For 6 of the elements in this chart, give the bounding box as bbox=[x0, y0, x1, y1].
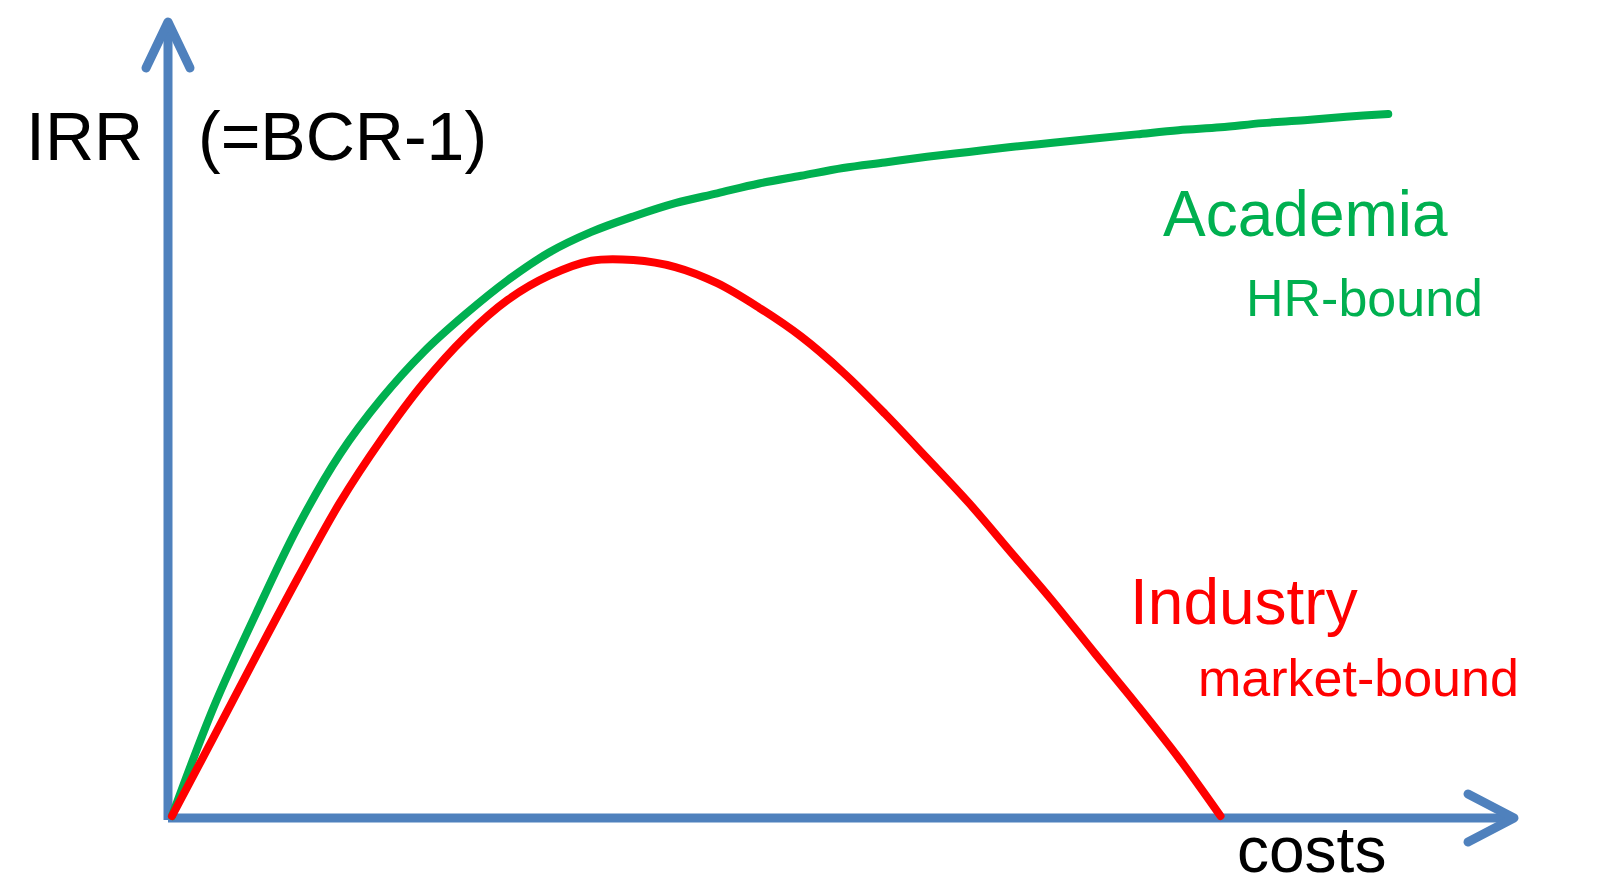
annotation: market-bound bbox=[1198, 649, 1519, 707]
annotation: HR-bound bbox=[1246, 269, 1484, 327]
x-axis-title: costs bbox=[1237, 814, 1387, 886]
y-axis-title: IRR (=BCR-1) bbox=[26, 98, 488, 174]
series-label: Academia bbox=[1163, 178, 1448, 250]
series-label: Industry bbox=[1130, 566, 1358, 638]
